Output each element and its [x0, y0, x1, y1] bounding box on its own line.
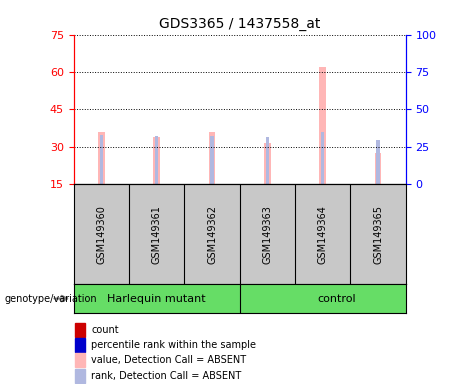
Text: control: control [317, 293, 356, 304]
Bar [321, 132, 325, 184]
Bar [266, 137, 269, 184]
Bar [75, 369, 85, 383]
Bar [210, 136, 214, 184]
Text: Harlequin mutant: Harlequin mutant [107, 293, 206, 304]
Bar [209, 132, 215, 184]
Bar [154, 137, 160, 184]
Bar [75, 353, 85, 367]
Bar [155, 136, 159, 184]
Text: percentile rank within the sample: percentile rank within the sample [91, 340, 256, 350]
Text: GSM149360: GSM149360 [96, 205, 106, 264]
Text: value, Detection Call = ABSENT: value, Detection Call = ABSENT [91, 355, 246, 365]
Text: genotype/variation: genotype/variation [5, 293, 97, 304]
Text: GSM149363: GSM149363 [262, 205, 272, 264]
Text: rank, Detection Call = ABSENT: rank, Detection Call = ABSENT [91, 371, 242, 381]
Bar [98, 132, 105, 184]
Text: count: count [91, 325, 119, 335]
Bar [376, 140, 380, 184]
Bar [375, 153, 381, 184]
Text: GSM149365: GSM149365 [373, 205, 383, 264]
Bar [75, 323, 85, 337]
Bar [264, 143, 271, 184]
Bar [319, 67, 326, 184]
Bar [75, 338, 85, 352]
Text: GSM149361: GSM149361 [152, 205, 162, 264]
Bar [100, 135, 103, 184]
Text: GSM149364: GSM149364 [318, 205, 328, 264]
Text: GSM149362: GSM149362 [207, 205, 217, 264]
Title: GDS3365 / 1437558_at: GDS3365 / 1437558_at [159, 17, 320, 31]
